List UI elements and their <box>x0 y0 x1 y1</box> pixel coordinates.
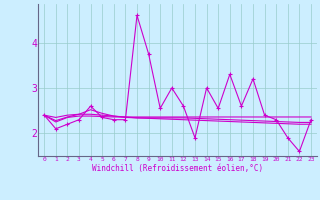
X-axis label: Windchill (Refroidissement éolien,°C): Windchill (Refroidissement éolien,°C) <box>92 164 263 173</box>
